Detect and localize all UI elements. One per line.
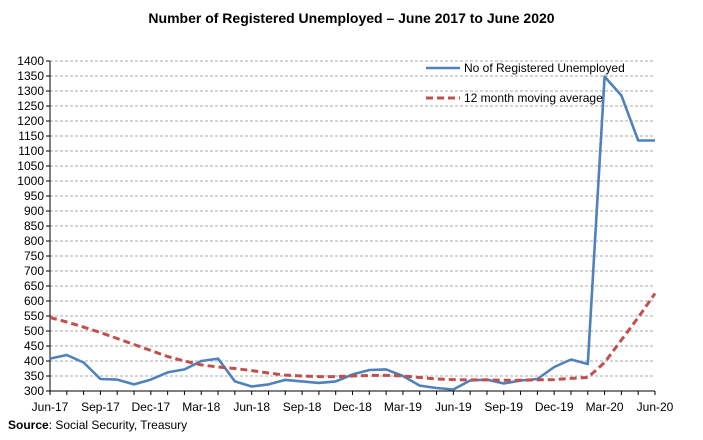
x-tick-label: Jun-20 — [637, 400, 674, 414]
x-tick-label: Mar-19 — [384, 400, 422, 414]
legend-label-1: No of Registered Unemployed — [464, 61, 625, 75]
x-tick-label: Dec-18 — [333, 400, 372, 414]
y-tick-label: 350 — [24, 369, 44, 383]
x-tick-label: Jun-19 — [435, 400, 472, 414]
y-tick-label: 950 — [24, 189, 44, 203]
y-tick-label: 600 — [24, 294, 44, 308]
y-tick-label: 750 — [24, 249, 44, 263]
y-tick-label: 1100 — [18, 144, 44, 158]
y-tick-label: 1350 — [17, 69, 44, 83]
series-line-1 — [49, 75, 655, 391]
x-tick-label: Dec-19 — [535, 400, 574, 414]
x-tick-label: Dec-17 — [131, 400, 170, 414]
axes — [46, 60, 656, 395]
y-tick-label: 300 — [24, 384, 44, 398]
source-label: Source — [8, 418, 49, 432]
x-tick-label: Jun-17 — [32, 400, 69, 414]
y-tick-label: 1250 — [17, 99, 44, 113]
source-text: : Social Security, Treasury — [48, 418, 188, 432]
y-tick-label: 800 — [24, 234, 44, 248]
series-line-2 — [49, 292, 657, 382]
y-tick-label: 500 — [24, 324, 44, 338]
x-tick-label: Mar-20 — [586, 400, 624, 414]
source-note: Source: Social Security, Treasury — [8, 418, 187, 432]
y-tick-label: 450 — [24, 339, 44, 353]
y-tick-label: 1050 — [17, 159, 44, 173]
x-tick-label: Mar-18 — [182, 400, 220, 414]
y-tick-label: 850 — [24, 219, 44, 233]
y-tick-label: 550 — [24, 309, 44, 323]
y-tick-label: 1300 — [17, 84, 44, 98]
y-tick-label: 650 — [24, 279, 44, 293]
y-tick-labels: 3003504004505005506006507007508008509009… — [17, 54, 44, 398]
x-tick-label: Sep-18 — [283, 400, 322, 414]
series-lines — [49, 75, 657, 391]
gridlines — [50, 60, 655, 377]
y-tick-label: 1200 — [17, 114, 44, 128]
legend-label-2: 12 month moving average — [464, 91, 603, 105]
y-tick-label: 400 — [24, 354, 44, 368]
y-tick-label: 1400 — [17, 54, 44, 68]
chart-title: Number of Registered Unemployed – June 2… — [148, 10, 555, 26]
x-tick-labels: Jun-17 Sep-17 Dec-17 Mar-18 Jun-18 Sep-18 Dec-… — [32, 400, 674, 414]
y-tick-label: 700 — [24, 264, 44, 278]
y-tick-label: 900 — [24, 204, 44, 218]
x-tick-label: Jun-18 — [233, 400, 270, 414]
x-tick-label: Sep-17 — [81, 400, 120, 414]
x-tick-label: Sep-19 — [484, 400, 523, 414]
y-tick-label: 1000 — [17, 174, 44, 188]
legend: No of Registered Unemployed 12 month movi… — [426, 61, 625, 105]
y-tick-label: 1150 — [18, 129, 44, 143]
